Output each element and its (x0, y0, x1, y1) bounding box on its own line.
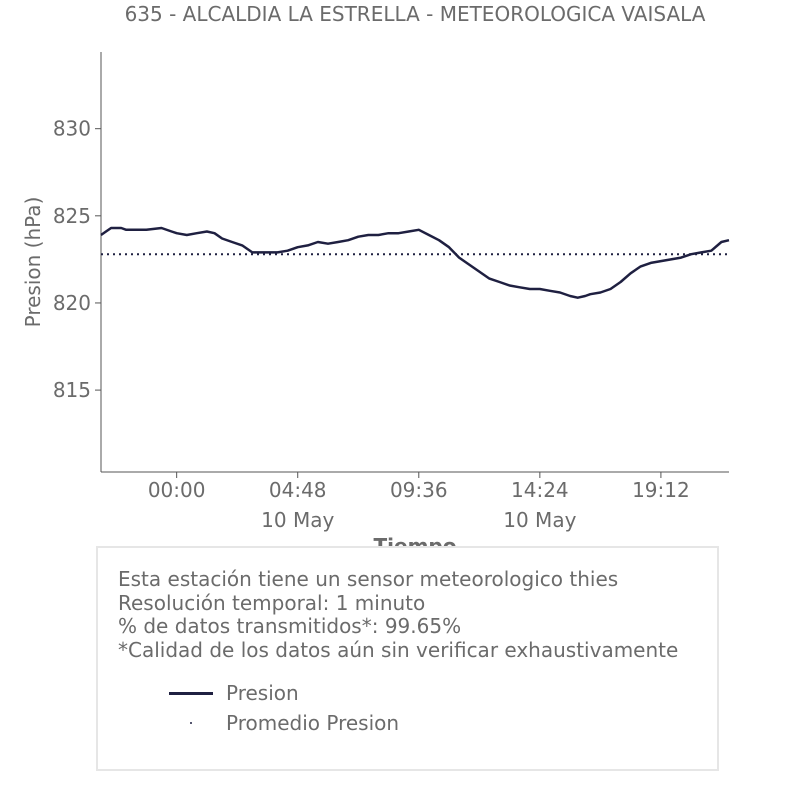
y-tick-label: 825 (53, 204, 91, 228)
axes (100, 52, 729, 473)
y-tick-label: 830 (53, 117, 91, 141)
x-tick-label: 19:12 (632, 478, 690, 502)
legend-item-promedio: Promedio Presion (168, 711, 399, 735)
legend-item-presion: Presion (168, 681, 299, 705)
x-tick-label: 14:24 (511, 478, 569, 502)
info-quality-note: *Calidad de los datos aún sin verificar … (118, 637, 679, 662)
x-tick-date-label: 10 May (261, 508, 334, 532)
y-tick-label: 815 (53, 378, 91, 402)
info-transmitted: % de datos transmitidos*: 99.65% (118, 614, 462, 638)
x-tick-label: 09:36 (390, 478, 448, 502)
legend-dot-swatch (168, 722, 214, 724)
y-axis-label: Presion (hPa) (21, 197, 45, 328)
info-sensor: Esta estación tiene un sensor meteorolog… (118, 567, 619, 591)
y-tick-label: 820 (53, 291, 91, 315)
x-tick-label: 04:48 (269, 478, 327, 502)
chart-title: 635 - ALCALDIA LA ESTRELLA - METEOROLOGI… (125, 2, 706, 26)
x-tick-label: 00:00 (148, 478, 206, 502)
ticks: 815 820 825 830 00:00 04:48 10 May 09:36 14:24 10… (53, 117, 690, 532)
legend-line-swatch (168, 691, 214, 695)
series (100, 226, 730, 299)
info-resolution: Resolución temporal: 1 minuto (118, 590, 426, 615)
legend-label-promedio: Promedio Presion (226, 711, 400, 735)
pressure-line (100, 226, 730, 299)
info-panel: Esta estación tiene un sensor meteorolog… (96, 546, 719, 771)
legend-label-presion: Presion (226, 681, 299, 705)
info-text: Esta estación tiene un sensor meteorolog… (118, 567, 679, 662)
x-tick-date-label: 10 May (503, 508, 576, 532)
